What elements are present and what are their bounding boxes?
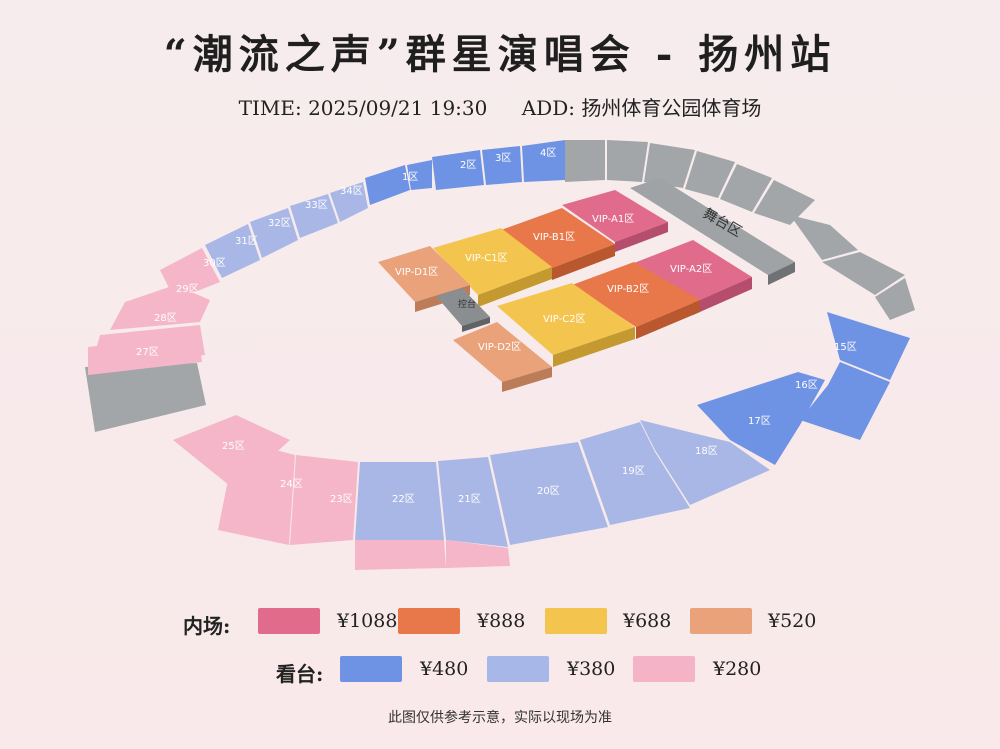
vip-d2[interactable] bbox=[453, 322, 552, 392]
disclaimer: 此图仅供参考示意，实际以现场为准 bbox=[388, 710, 612, 726]
zone-vip-a2: VIP-A2区 bbox=[670, 263, 712, 275]
legend-floor: 内场: ¥1088 ¥888 ¥688 ¥520 bbox=[0, 606, 1000, 646]
zone-18: 18区 bbox=[695, 445, 718, 457]
zone-31: 31区 bbox=[235, 235, 258, 247]
price-380: ¥380 bbox=[567, 658, 616, 680]
event-address: ADD: 扬州体育公园体育场 bbox=[521, 96, 762, 120]
legend-stand: 看台: ¥480 ¥380 ¥280 bbox=[0, 654, 1000, 694]
swatch-888 bbox=[398, 608, 460, 634]
zone-21: 21区 bbox=[458, 493, 481, 505]
zone-15: 15区 bbox=[834, 341, 857, 353]
zone-20: 20区 bbox=[537, 485, 560, 497]
zone-30: 30区 bbox=[203, 257, 226, 269]
zone-1: 1区 bbox=[402, 171, 418, 183]
zone-19: 19区 bbox=[622, 465, 645, 477]
stand-280-left[interactable] bbox=[88, 248, 220, 375]
zone-32: 32区 bbox=[268, 217, 291, 229]
vip-a2[interactable] bbox=[634, 240, 752, 315]
swatch-480 bbox=[340, 656, 402, 682]
event-time: TIME: 2025/09/21 19:30 bbox=[238, 96, 488, 120]
stand-380-bottom[interactable] bbox=[355, 420, 770, 547]
price-688: ¥688 bbox=[623, 610, 672, 632]
legend-floor-label: 内场: bbox=[183, 614, 231, 638]
stand-480-top[interactable] bbox=[365, 140, 565, 205]
event-info: TIME: 2025/09/21 19:30 ADD: 扬州体育公园体育场 bbox=[0, 92, 1000, 121]
vip-c2[interactable] bbox=[497, 283, 635, 367]
stand-280-bottom[interactable] bbox=[173, 415, 510, 570]
price-888: ¥888 bbox=[477, 610, 526, 632]
swatch-380 bbox=[487, 656, 549, 682]
stage bbox=[630, 178, 795, 285]
booth-label: 控台 bbox=[458, 298, 476, 310]
zone-vip-d1: VIP-D1区 bbox=[395, 266, 438, 278]
zone-22: 22区 bbox=[392, 493, 415, 505]
price-280: ¥280 bbox=[713, 658, 762, 680]
zone-2: 2区 bbox=[460, 159, 476, 171]
stand-480-right[interactable] bbox=[697, 312, 910, 465]
zone-16: 16区 bbox=[795, 379, 818, 391]
swatch-520 bbox=[690, 608, 752, 634]
zone-24: 24区 bbox=[280, 478, 303, 490]
zone-29: 29区 bbox=[176, 283, 199, 295]
control-booth bbox=[436, 288, 490, 332]
vip-b2[interactable] bbox=[572, 262, 700, 339]
seat-map: 舞台区 控台 VIP-A1区 VIP-A2区 VIP-B1区 VIP-B2区 V… bbox=[85, 140, 915, 570]
price-480: ¥480 bbox=[420, 658, 469, 680]
swatch-280 bbox=[633, 656, 695, 682]
zone-3: 3区 bbox=[495, 152, 511, 164]
stand-380-left[interactable] bbox=[205, 182, 368, 278]
zone-vip-b2: VIP-B2区 bbox=[607, 283, 649, 295]
zone-vip-d2: VIP-D2区 bbox=[478, 341, 521, 353]
zone-23: 23区 bbox=[330, 493, 353, 505]
zone-34: 34区 bbox=[340, 185, 363, 197]
page-title: “潮流之声”群星演唱会 - 扬州站 bbox=[163, 31, 837, 78]
price-1088: ¥1088 bbox=[337, 610, 398, 632]
zone-28: 28区 bbox=[154, 312, 177, 324]
legend-stand-label: 看台: bbox=[276, 662, 324, 686]
zone-17: 17区 bbox=[748, 415, 771, 427]
zone-25: 25区 bbox=[222, 440, 245, 452]
zone-vip-a1: VIP-A1区 bbox=[592, 213, 634, 225]
price-520: ¥520 bbox=[768, 610, 817, 632]
gray-sections bbox=[85, 140, 915, 432]
swatch-688 bbox=[545, 608, 607, 634]
zone-27: 27区 bbox=[136, 346, 159, 358]
zone-vip-c2: VIP-C2区 bbox=[543, 313, 586, 325]
zone-33: 33区 bbox=[305, 199, 328, 211]
vip-b1[interactable] bbox=[501, 208, 615, 280]
zone-4: 4区 bbox=[540, 147, 556, 159]
zone-vip-c1: VIP-C1区 bbox=[465, 252, 508, 264]
swatch-1088 bbox=[258, 608, 320, 634]
vip-a1[interactable] bbox=[562, 190, 668, 252]
zone-vip-b1: VIP-B1区 bbox=[533, 231, 575, 243]
